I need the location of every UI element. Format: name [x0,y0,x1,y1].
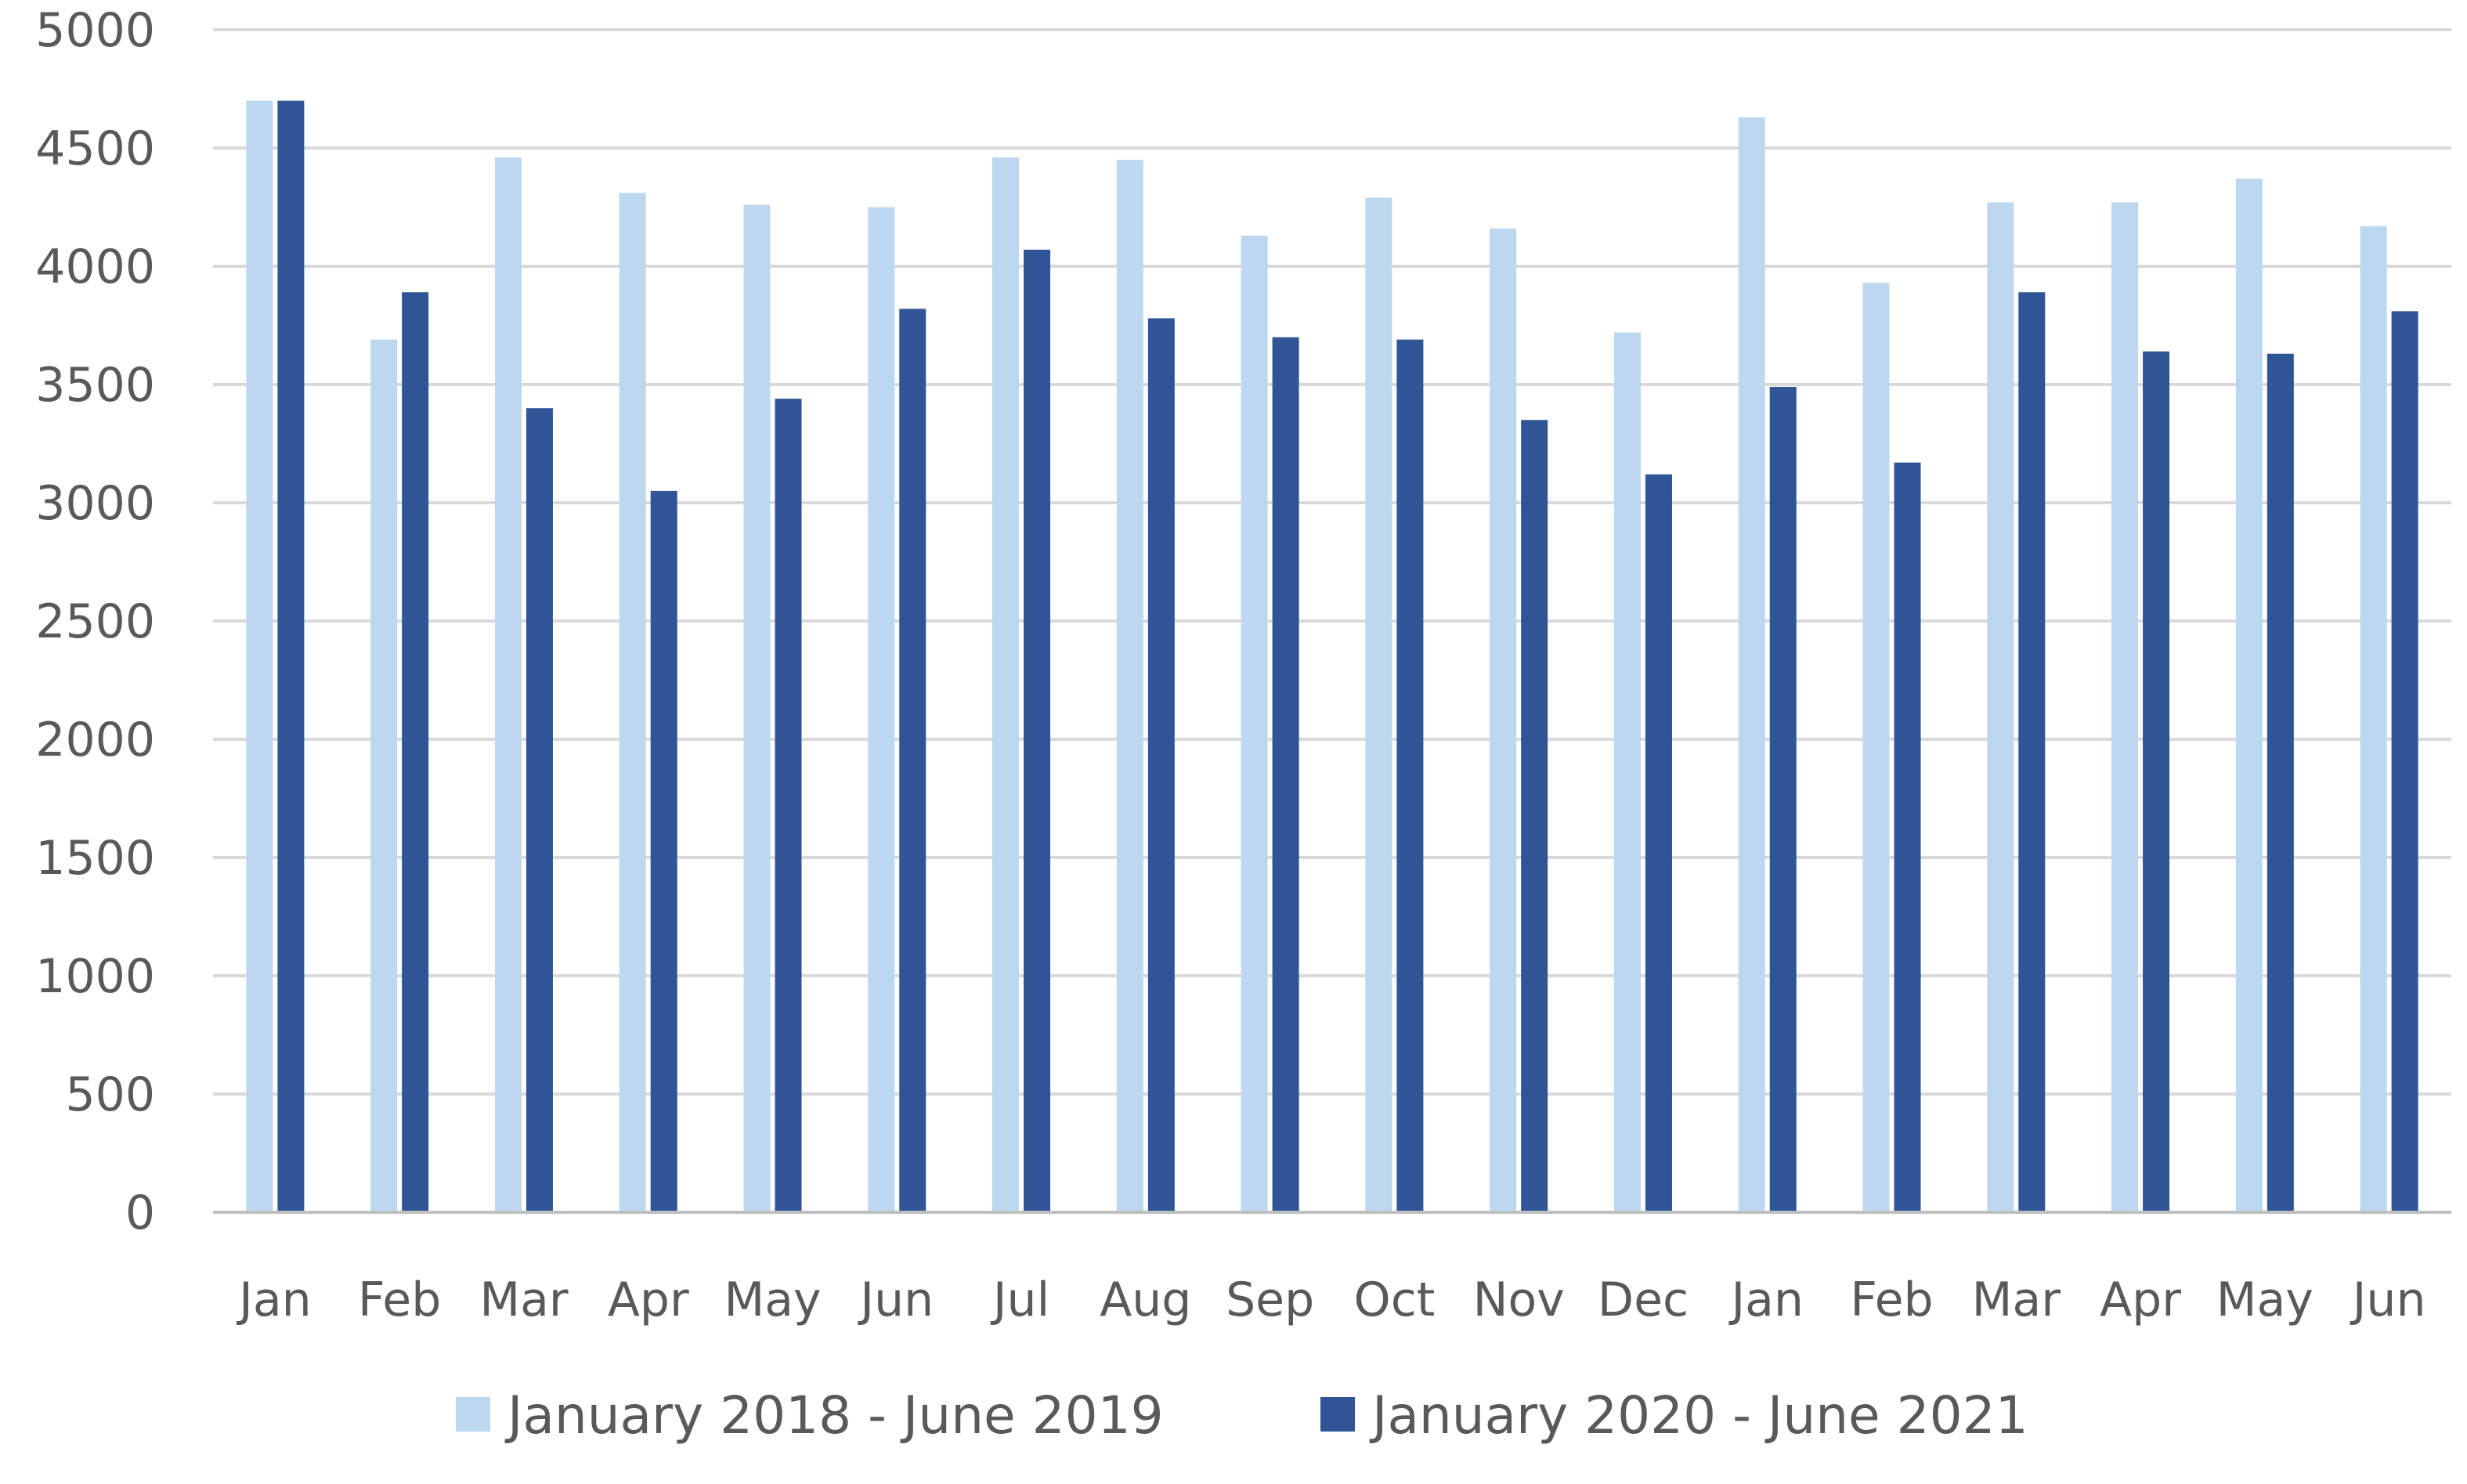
legend-swatch-series-1 [456,1397,490,1432]
bar-series-1-7 [992,157,1020,1213]
x-tick-label: Nov [1473,1273,1565,1327]
bar-series-1-18 [2360,226,2387,1212]
bar-series-1-4 [619,193,646,1212]
bar-series-1-14 [1862,283,1890,1212]
x-tick-label: Jul [990,1273,1049,1327]
bar-series-1-3 [494,157,522,1213]
bar-series-2-4 [650,490,677,1212]
x-tick-label: Mar [479,1273,569,1327]
bar-series-1-8 [1116,160,1143,1213]
bar-series-1-9 [1241,235,1268,1212]
bar-series-1-11 [1490,228,1517,1213]
x-tick-label: Feb [358,1273,441,1327]
bar-series-1-16 [2111,202,2139,1213]
bar-series-2-5 [775,399,802,1212]
legend-label-series-1: January 2018 - June 2019 [504,1385,1164,1446]
bar-series-2-14 [1894,462,1921,1212]
x-tick-label: Dec [1598,1273,1689,1327]
x-tick-label: Mar [1972,1273,2061,1327]
bar-series-1-2 [370,339,398,1212]
bar-series-2-11 [1521,420,1548,1212]
y-tick-label: 2500 [35,594,155,649]
legend-swatch-series-2 [1320,1397,1355,1432]
bar-series-1-6 [868,207,895,1212]
bar-series-2-18 [2391,311,2418,1212]
bar-series-2-8 [1147,318,1175,1213]
x-tick-label: Jan [236,1273,312,1327]
bar-series-2-12 [1645,474,1672,1212]
x-tick-label: Apr [2100,1273,2181,1327]
bar-series-2-10 [1396,339,1424,1212]
x-tick-label: May [2216,1273,2313,1327]
legend-label-series-2: January 2020 - June 2021 [1369,1385,2028,1446]
y-tick-label: 2000 [35,713,155,767]
x-tick-label: Sep [1226,1273,1314,1327]
y-tick-label: 1500 [35,831,155,886]
bar-series-1-17 [2235,179,2263,1212]
y-axis-tick-labels: 0 500 1000 1500 2000 2500 3000 3500 4000 4500 5000 [35,3,155,1240]
y-tick-label: 4000 [35,240,155,294]
bars [246,100,2418,1213]
y-tick-label: 0 [125,1186,155,1240]
y-tick-label: 3000 [35,476,155,531]
bar-series-2-1 [277,100,305,1213]
bar-series-2-13 [1769,387,1797,1212]
x-tick-label: Oct [1354,1273,1436,1327]
y-tick-label: 1000 [35,949,155,1004]
bar-series-2-9 [1272,337,1299,1213]
bar-series-2-6 [899,309,926,1212]
bar-series-1-1 [246,100,273,1213]
bar-series-1-10 [1365,197,1392,1212]
y-tick-label: 3500 [35,358,155,413]
legend: January 2018 - June 2019 January 2020 - … [456,1385,2028,1446]
y-tick-label: 500 [65,1067,155,1122]
bar-series-1-13 [1738,117,1765,1213]
x-tick-label: May [724,1273,821,1327]
bar-series-1-5 [743,204,771,1213]
y-tick-label: 4500 [35,121,155,176]
legend-item-series-2: January 2020 - June 2021 [1320,1385,2028,1446]
x-tick-label: Jun [2350,1273,2426,1327]
bar-series-1-15 [1987,202,2014,1213]
gridlines [213,28,2451,1096]
bar-series-2-7 [1024,249,1051,1212]
bar-series-2-2 [402,292,429,1213]
x-axis-tick-labels: Jan Feb Mar Apr May Jun Jul Aug Sep Oct Nov Dec Jan F… [236,1273,2425,1327]
bar-series-2-16 [2143,351,2170,1213]
x-tick-label: Jan [1728,1273,1804,1327]
bar-series-2-15 [2018,292,2046,1213]
legend-item-series-1: January 2018 - June 2019 [456,1385,1164,1446]
y-tick-label: 5000 [35,3,155,58]
x-tick-label: Jun [857,1273,934,1327]
bar-series-2-17 [2267,353,2294,1212]
x-tick-label: Apr [608,1273,689,1327]
bar-series-2-3 [526,408,553,1213]
bar-series-1-12 [1613,332,1641,1212]
x-tick-label: Aug [1100,1273,1191,1327]
x-tick-label: Feb [1850,1273,1933,1327]
